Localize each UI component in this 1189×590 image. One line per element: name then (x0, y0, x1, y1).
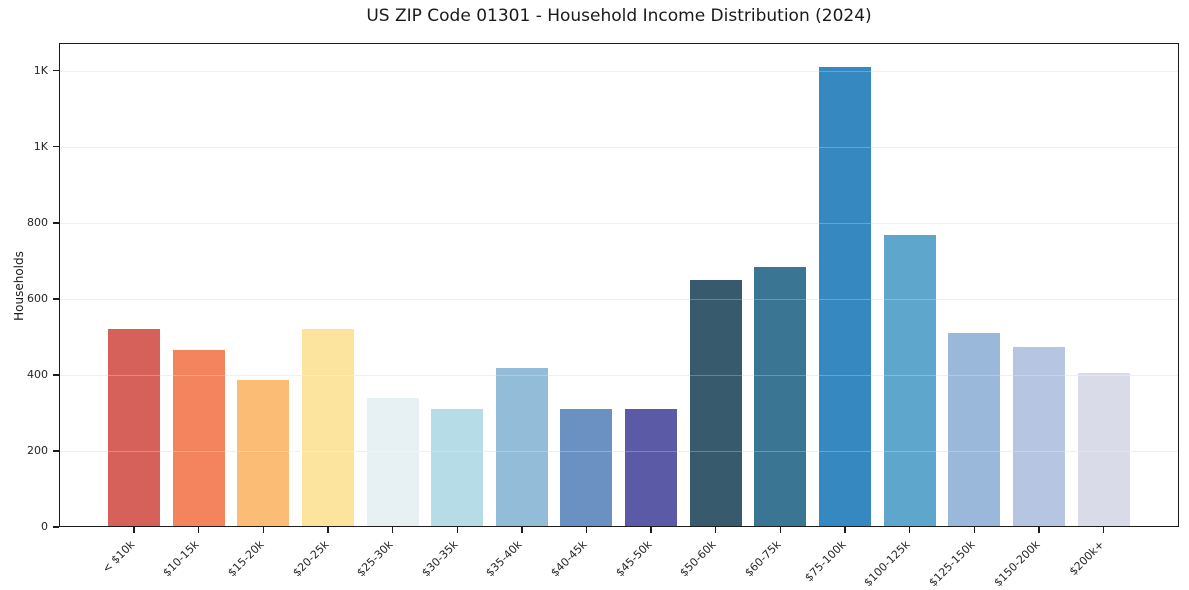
x-tick-mark (844, 527, 846, 533)
bar (366, 397, 419, 527)
gridline-overlay (59, 298, 1179, 300)
x-tick-label-text: $15-20k (225, 538, 267, 580)
x-tick-label-text: $75-100k (802, 538, 849, 585)
gridline-overlay (59, 222, 1179, 224)
x-tick-label-text: $35-40k (483, 538, 526, 580)
x-tick-mark (391, 527, 394, 533)
x-tick-mark (585, 527, 588, 533)
x-tick-label-text: $200k+ (1066, 538, 1107, 579)
x-tick-label-text: < $10k (99, 538, 138, 576)
x-tick-label-text: $150-200k (990, 538, 1043, 590)
x-tick-mark (1038, 527, 1040, 533)
bar (754, 266, 807, 527)
x-tick-label-text: $40-45k (548, 538, 590, 580)
bar (560, 409, 613, 527)
gridline (59, 70, 1179, 72)
y-tick-mark (53, 526, 59, 528)
x-tick-mark (456, 527, 458, 533)
gridline-overlay (59, 450, 1179, 452)
bar (1077, 373, 1130, 527)
bar (689, 280, 742, 527)
x-tick-label-text: $100-125k (861, 538, 913, 590)
x-tick-label-text: $50-60k (677, 538, 719, 580)
x-tick-label-text: $45-50k (613, 538, 655, 580)
x-tick-mark (908, 527, 911, 533)
gridline-overlay (59, 146, 1179, 148)
bar (883, 235, 936, 527)
bar (172, 350, 225, 527)
gridline-overlay (59, 70, 1179, 72)
y-tick-mark (53, 146, 59, 148)
x-tick-label-text: $25-30k (354, 538, 396, 580)
x-tick-label-text: $125-150k (926, 538, 978, 590)
bar (237, 379, 290, 527)
gridline (59, 450, 1179, 452)
bar (108, 328, 160, 527)
x-tick-mark (779, 527, 782, 533)
gridline-overlay (59, 374, 1179, 376)
x-tick-mark (197, 527, 200, 533)
y-tick-mark (53, 298, 59, 300)
gridline (59, 222, 1179, 224)
bar (819, 66, 872, 527)
y-tick-label: 200 (27, 443, 48, 457)
bar (431, 408, 484, 527)
x-tick-label-text: $10-15k (160, 538, 202, 580)
bar (1012, 346, 1065, 527)
x-tick-mark (715, 527, 717, 533)
y-tick-label: 400 (27, 367, 48, 381)
bar (301, 329, 354, 527)
x-tick-mark (262, 527, 264, 533)
y-tick-label: 800 (27, 215, 48, 229)
x-tick-mark (133, 527, 135, 533)
plot-area (59, 43, 1179, 527)
x-tick-label-text: $30-35k (419, 538, 461, 580)
gridline (59, 298, 1179, 300)
bar (495, 367, 548, 527)
x-tick-mark (650, 527, 652, 533)
x-tick-mark (521, 527, 523, 533)
gridline (59, 374, 1179, 376)
y-tick-label: 1K (33, 63, 48, 77)
x-tick-label-text: $20-25k (289, 538, 332, 580)
x-tick-mark (973, 527, 975, 533)
y-tick-label: 600 (27, 291, 48, 305)
x-tick-mark (1102, 527, 1105, 533)
y-tick-label: 0 (41, 520, 48, 533)
gridline (59, 146, 1179, 148)
y-axis-label: Households (12, 251, 26, 321)
x-tick-mark (327, 527, 329, 533)
chart-title: US ZIP Code 01301 - Household Income Dis… (366, 6, 872, 26)
bar (625, 409, 678, 527)
y-tick-mark (53, 450, 59, 452)
bar (948, 332, 1001, 527)
x-tick-label-text: $60-75k (742, 538, 784, 580)
y-tick-mark (53, 222, 59, 224)
y-tick-mark (53, 374, 59, 376)
y-tick-mark (53, 70, 59, 72)
y-tick-label: 1K (33, 139, 48, 153)
